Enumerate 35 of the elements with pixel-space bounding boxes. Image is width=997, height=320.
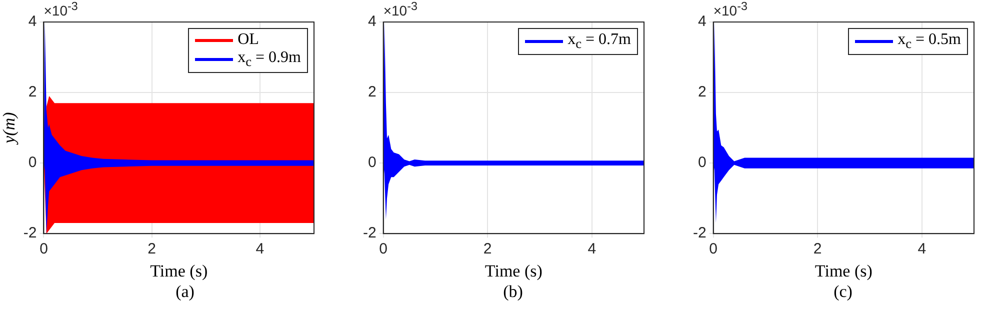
y-tick-label: -2	[692, 224, 706, 242]
y-tick-label: 2	[28, 84, 37, 101]
y-tick-label: 0	[28, 154, 37, 172]
x-axis-title: Time (s)	[150, 261, 208, 280]
x-tick-label: 2	[813, 240, 822, 258]
y-tick-label: 4	[368, 13, 376, 30]
y-tick-label: -2	[362, 224, 376, 242]
y-tick-label: 2	[368, 84, 376, 101]
text: ×10$^{-3}$	[713, 0, 748, 19]
text: ×10$^{-3}$	[383, 0, 418, 19]
y-tick-label: 2	[698, 84, 706, 101]
x-axis-title: Time (s)	[814, 261, 872, 280]
x-tick-label: 0	[379, 240, 388, 258]
x-tick-label: 2	[483, 240, 492, 258]
x-axis-title: Time (s)	[484, 261, 542, 280]
text: ×10$^{-3}$	[44, 0, 78, 19]
text: (a)	[174, 282, 196, 302]
legend-label: x$_{c}$ = 0.7m	[568, 31, 631, 52]
legend-label: x$_{c}$ = 0.9m	[238, 49, 301, 70]
y-axis-title: y(m)	[0, 112, 19, 146]
text: (c)	[832, 282, 854, 302]
x-tick-label: 0	[709, 240, 718, 258]
x-tick-label: 4	[256, 240, 264, 258]
y-tick-label: 0	[368, 154, 376, 172]
x-tick-label: 4	[588, 240, 596, 258]
y-tick-label: 4	[698, 13, 706, 30]
legend-label: x$_{c}$ = 0.5m	[898, 31, 961, 52]
legend-label: OL	[238, 31, 259, 49]
y-tick-label: 4	[28, 13, 37, 30]
y-tick-label: 0	[698, 154, 706, 172]
x-tick-label: 2	[148, 240, 156, 258]
text: (b)	[502, 282, 524, 302]
x-tick-label: 4	[918, 240, 926, 258]
x-tick-label: 0	[40, 240, 48, 258]
y-tick-label: -2	[23, 224, 37, 242]
